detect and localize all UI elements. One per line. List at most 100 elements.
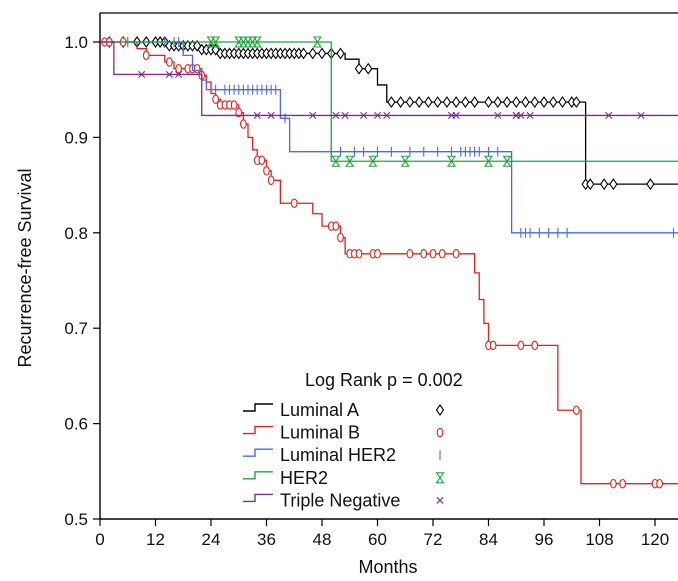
censor-mark [610,478,617,489]
censor-mark [387,96,396,109]
censor-mark [429,249,437,259]
legend-label: Luminal B [280,423,360,443]
censor-mark [494,111,502,120]
censor-mark [470,96,479,109]
censor-mark [175,70,183,79]
censor-mark [414,96,424,109]
x-tick-label: 24 [202,530,221,549]
censor-mark [531,340,539,351]
censor-mark [549,96,558,109]
x-tick-label: 48 [313,530,332,549]
censor-mark [405,96,415,109]
censor-mark [355,249,363,259]
censor-mark [341,111,349,120]
legend-swatch [243,493,273,503]
censor-mark [230,100,238,110]
curve-layer [100,36,678,489]
curve-line [100,41,678,485]
censor-mark [573,405,580,415]
censor-mark [211,36,221,48]
censor-mark [345,155,355,167]
legend-swatch [243,425,273,435]
censor-mark [539,96,549,109]
x-tick-label: 36 [257,530,276,549]
censor-mark [235,107,243,118]
legend-item-luminal-b: Luminal B [243,423,444,443]
censor-mark [656,478,663,489]
censor-mark [572,96,581,109]
censor-mark [373,111,382,120]
censor-mark [517,111,525,120]
censor-mark [438,249,446,259]
y-tick-label: 0.5 [64,510,88,529]
censor-mark [619,478,626,489]
censor-mark [484,96,493,109]
y-axis-title: Recurrence-free Survival [15,168,35,367]
censor-mark [360,111,368,120]
series-triple-negative [100,41,678,120]
censor-mark [253,111,261,120]
censor-mark [299,47,308,60]
censor-mark [354,62,364,75]
censor-mark [512,96,521,109]
censor-mark [396,96,405,109]
censor-mark [252,36,262,48]
censor-mark [435,472,445,484]
censor-mark [240,119,247,129]
censor-mark [308,47,317,60]
censor-mark [483,155,494,167]
censor-mark [637,111,645,120]
y-tick-label: 0.8 [64,224,88,243]
censor-mark [258,155,266,166]
censor-mark [646,178,655,191]
curve-line [100,41,678,234]
censor-mark [337,232,344,243]
series-her2 [100,36,678,167]
censor-mark [442,96,452,109]
series-luminal-her2 [100,37,678,238]
censor-mark [374,249,381,259]
censor-mark [461,96,470,109]
censor-mark [435,404,445,416]
censor-mark [558,96,567,109]
x-tick-label: 120 [641,530,669,549]
censor-mark [267,175,275,186]
censor-mark [331,155,341,167]
x-tick-label: 108 [585,530,613,549]
censor-mark [175,63,182,74]
y-tick-label: 0.9 [64,128,88,147]
censor-mark [336,47,345,60]
censor-mark [263,166,270,176]
series-luminal-b [100,37,678,489]
legend-label: Luminal HER2 [280,445,396,465]
censor-mark [452,111,460,120]
censor-mark [605,111,613,120]
censor-mark [451,96,461,109]
series-luminal-a [100,36,678,191]
censor-mark [436,496,444,504]
curve-line [100,41,678,117]
censor-mark [502,96,512,109]
censor-mark [312,36,322,48]
censor-mark [332,221,340,231]
censor-mark [452,249,460,259]
censor-mark [317,47,327,60]
x-axis: 0 12 24 36 48 60 72 84 96 108 120 [95,519,669,549]
censor-mark [212,94,219,104]
y-axis: 0.5 0.6 0.7 0.8 0.9 1.0 [64,33,100,529]
censor-mark [530,96,539,109]
censor-mark [142,50,150,61]
censor-mark [433,96,442,109]
censor-mark [383,111,391,120]
censor-mark [424,96,433,109]
x-tick-label: 0 [95,530,104,549]
censor-mark [368,155,378,167]
legend-swatch [243,403,273,412]
censor-mark [599,178,609,191]
censor-mark [420,249,428,259]
log-rank-annotation: Log Rank p = 0.002 [305,370,463,390]
censor-mark [493,96,502,109]
legend-swatch [243,471,273,480]
